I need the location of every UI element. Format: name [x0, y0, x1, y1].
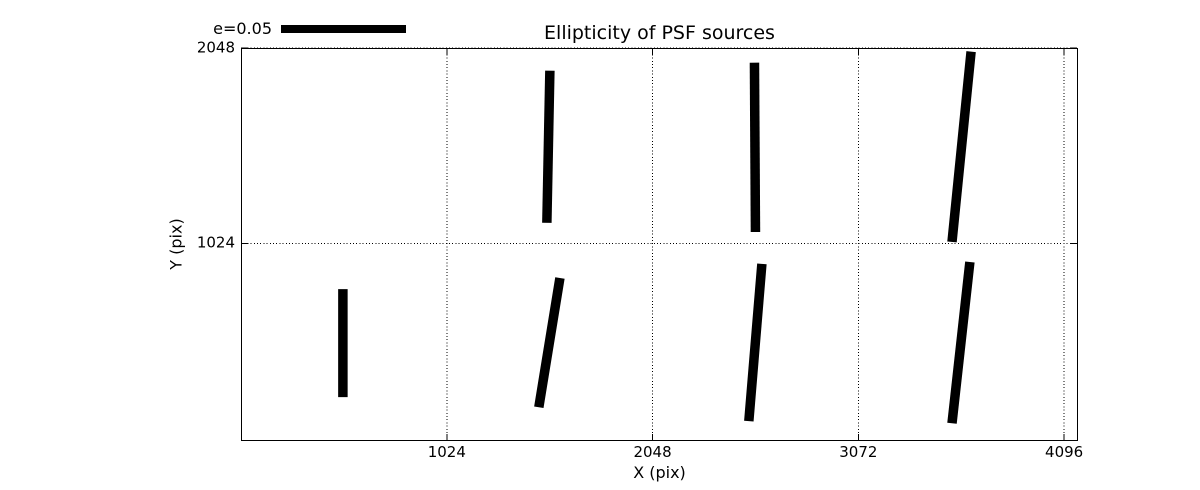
- psf-ellipticity-whisker: [534, 277, 565, 408]
- psf-ellipticity-whisker: [749, 62, 761, 233]
- chart-title: Ellipticity of PSF sources: [544, 22, 775, 44]
- y-tick-label-2048: 2048: [196, 38, 235, 57]
- x-tick-label-4096: 4096: [1045, 443, 1084, 461]
- x-tick-label-3072: 3072: [839, 443, 878, 461]
- x-tick-label-2048: 2048: [633, 443, 672, 461]
- psf-ellipticity-whisker: [947, 261, 975, 424]
- psf-ellipticity-whisker: [947, 51, 976, 243]
- legend-label: e=0.05: [213, 19, 272, 38]
- x-tick-label-1024: 1024: [427, 443, 466, 461]
- legend-reference-bar: [281, 25, 406, 33]
- y-tick-label-1024: 1024: [196, 233, 235, 252]
- x-axis-label: X (pix): [633, 463, 686, 482]
- plot-border: [241, 48, 1078, 441]
- psf-ellipticity-whisker: [744, 263, 767, 422]
- psf-ellipticity-whisker: [542, 70, 555, 223]
